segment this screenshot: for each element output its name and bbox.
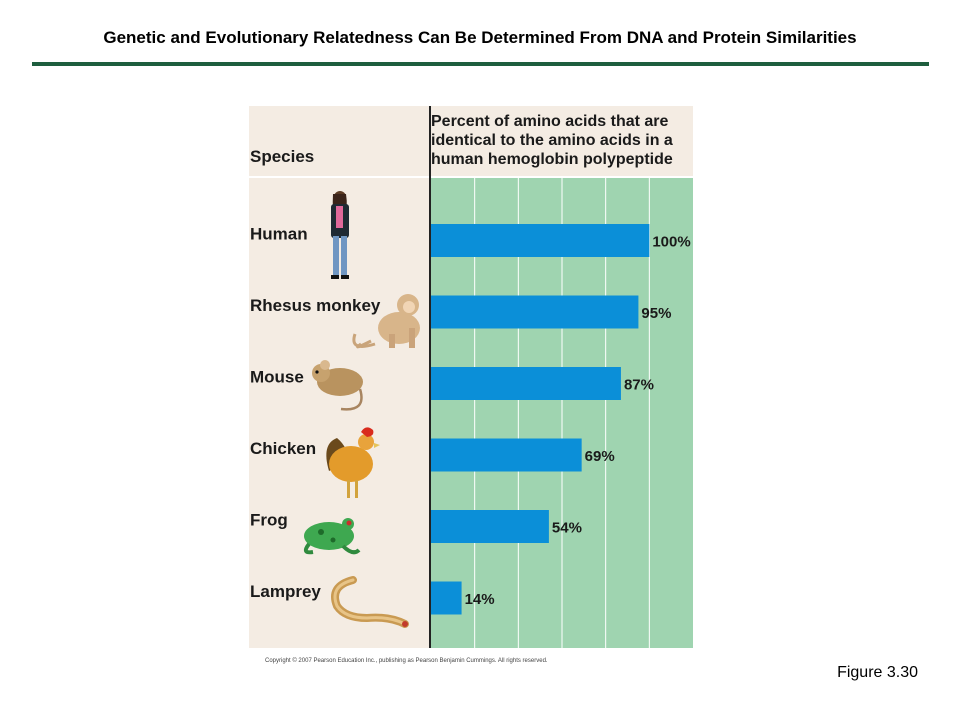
mouse-icon: [312, 360, 363, 411]
bar: [431, 295, 639, 329]
bar: [431, 438, 582, 472]
data-label: 95%: [641, 305, 671, 322]
title-divider: [32, 62, 929, 66]
category-label: Frog: [250, 511, 288, 530]
bar: [431, 581, 462, 615]
data-label: 100%: [652, 234, 690, 251]
data-label: 14%: [465, 591, 495, 608]
category-header: Species: [250, 147, 314, 166]
bars: Human 100% Rhesus monkey 95% Mouse 87% Chicken…: [250, 224, 691, 615]
category-label: Mouse: [250, 368, 304, 387]
bar: [431, 224, 650, 257]
header-bg: [430, 106, 693, 178]
rooster-icon: [326, 427, 380, 498]
data-label: 69%: [585, 448, 615, 465]
copyright-notice: Copyright © 2007 Pearson Education Inc.,…: [265, 657, 548, 664]
value-header-line-2: identical to the amino acids in a: [431, 132, 673, 149]
value-header-line-1: Percent of amino acids that are: [431, 113, 669, 130]
human-woman-icon: [331, 191, 349, 279]
monkey-icon: [352, 294, 420, 349]
hemoglobin-chart: Species Percent of amino acids that are …: [249, 106, 693, 664]
data-label: 87%: [624, 377, 654, 394]
category-label: Lamprey: [250, 582, 321, 601]
frog-icon: [303, 518, 361, 555]
lamprey-icon: [331, 576, 409, 628]
slide-title: Genetic and Evolutionary Relatedness Can…: [103, 28, 857, 47]
data-label: 54%: [552, 520, 582, 537]
bar: [431, 510, 549, 543]
figure-label: Figure 3.30: [837, 664, 918, 681]
category-label: Rhesus monkey: [250, 296, 381, 315]
category-label: Chicken: [250, 439, 316, 458]
category-label: Human: [250, 225, 308, 244]
bar: [431, 367, 621, 400]
value-header-line-3: human hemoglobin polypeptide: [431, 151, 673, 168]
